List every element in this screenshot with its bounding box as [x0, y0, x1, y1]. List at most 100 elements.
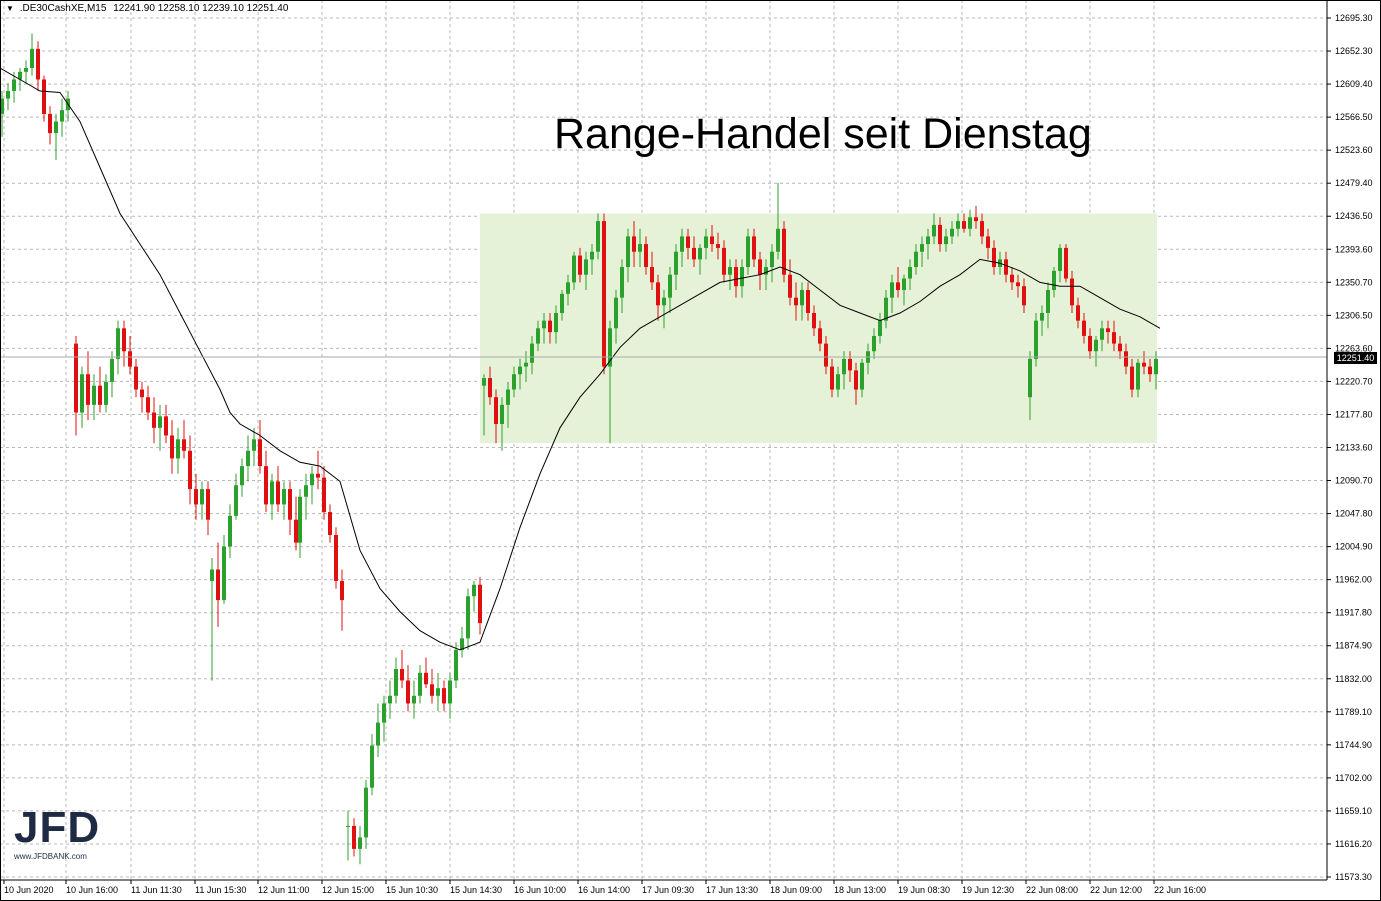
candle-body	[158, 416, 162, 428]
candle	[228, 504, 232, 558]
candle-body	[710, 236, 714, 245]
candle	[782, 221, 786, 283]
candle-body	[24, 67, 28, 72]
candle-body	[884, 297, 888, 321]
candle	[222, 535, 226, 604]
candles-layer	[0, 33, 1158, 865]
candle-body	[986, 236, 990, 248]
y-tick-label: 12523.60	[1335, 145, 1373, 155]
candle	[662, 290, 666, 329]
candle-body	[1118, 343, 1122, 352]
candle	[304, 473, 308, 520]
candle-body	[530, 343, 534, 363]
candle	[1118, 335, 1122, 359]
candle	[234, 473, 238, 520]
candle	[974, 205, 978, 229]
candle-body	[316, 473, 320, 478]
candle-body	[824, 343, 828, 367]
candle-body	[716, 244, 720, 248]
candle	[980, 213, 984, 245]
y-tick-label: 11917.80	[1335, 608, 1372, 618]
candle-body	[614, 297, 618, 329]
candle	[584, 251, 588, 291]
candle-body	[110, 358, 114, 382]
candle	[448, 672, 452, 719]
candle-body	[794, 297, 798, 306]
x-tick-label: 18 Jun 09:00	[770, 885, 822, 895]
candle	[710, 224, 714, 252]
candle-body	[92, 385, 96, 405]
candle	[500, 397, 504, 451]
candle	[950, 221, 954, 245]
candle-body	[188, 450, 192, 490]
candle-body	[146, 397, 150, 413]
candle-body	[1106, 328, 1110, 333]
candle-body	[548, 320, 552, 333]
candle-body	[494, 397, 498, 424]
candle	[322, 466, 326, 520]
candle	[872, 328, 876, 359]
candle	[86, 351, 90, 421]
candle-body	[36, 48, 40, 80]
candle	[436, 672, 440, 712]
candle	[334, 527, 338, 589]
candle-body	[80, 374, 84, 413]
candle-body	[328, 512, 332, 536]
y-tick-label: 12263.60	[1335, 343, 1373, 353]
moving-average-layer	[0, 67, 1161, 651]
candle-body	[234, 485, 238, 516]
candle-body	[758, 259, 762, 275]
candle	[590, 244, 594, 275]
y-tick-label: 11702.00	[1335, 773, 1372, 783]
candle	[1040, 305, 1044, 336]
candle-body	[818, 328, 822, 344]
candle	[388, 680, 392, 719]
candle	[1136, 358, 1140, 398]
y-tick-label: 11616.20	[1335, 839, 1372, 849]
candle-body	[1022, 286, 1026, 306]
candle	[424, 657, 428, 689]
candle-body	[140, 389, 144, 398]
candle-body	[578, 255, 582, 275]
candle	[686, 228, 690, 260]
candle-body	[632, 236, 636, 252]
y-tick-label: 12177.80	[1335, 409, 1373, 419]
candle	[200, 481, 204, 520]
candle-body	[674, 251, 678, 275]
candle	[1022, 278, 1026, 313]
candle	[1154, 351, 1158, 390]
candle-body	[134, 366, 138, 390]
candle	[104, 374, 108, 413]
candle-body	[376, 722, 380, 746]
y-tick-label: 12090.70	[1335, 476, 1373, 486]
candle	[54, 113, 58, 160]
candle	[734, 259, 738, 298]
candle-body	[944, 236, 948, 245]
candle	[216, 542, 220, 627]
candle-body	[1136, 362, 1140, 390]
candle	[692, 236, 696, 268]
candle	[722, 240, 726, 283]
candle	[896, 267, 900, 298]
candle	[884, 290, 888, 329]
y-tick-label: 12306.50	[1335, 310, 1373, 320]
dropdown-triangle-icon[interactable]: ▼	[6, 4, 14, 13]
candle-body	[340, 580, 344, 601]
y-tick-label: 11659.10	[1335, 806, 1372, 816]
candle-body	[1058, 247, 1062, 271]
candle-body	[746, 236, 750, 268]
candle-body	[890, 282, 894, 298]
logo-mark: JFD	[14, 803, 101, 852]
y-tick-label: 12695.30	[1335, 13, 1373, 23]
ohlc-values: 12241.90 12258.10 12239.10 12251.40	[113, 3, 289, 14]
candle-body	[956, 221, 960, 229]
candle	[12, 71, 16, 103]
candle-body	[18, 71, 22, 80]
candle-body	[436, 688, 440, 696]
candle-body	[1076, 305, 1080, 321]
candle	[644, 236, 648, 275]
y-tick-label: 12652.30	[1335, 46, 1373, 56]
candle	[406, 665, 410, 712]
